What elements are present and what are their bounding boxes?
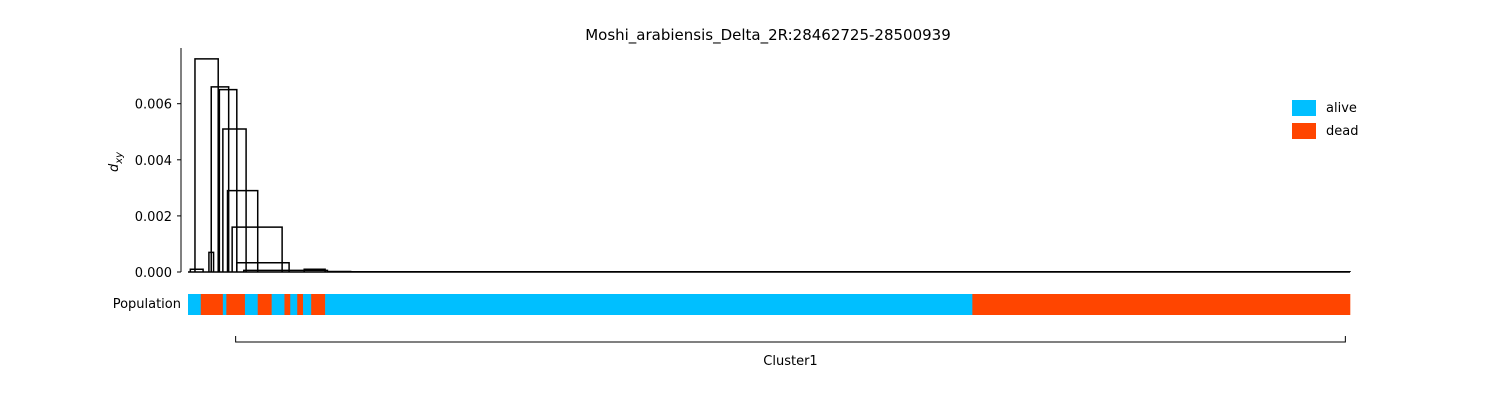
dendrogram-link bbox=[222, 128, 247, 272]
population-segment-alive bbox=[290, 294, 298, 315]
cluster-label: Cluster1 bbox=[763, 354, 817, 369]
population-segment-alive bbox=[325, 294, 973, 315]
population-segment-dead bbox=[311, 294, 326, 315]
y-axis-label: dxy bbox=[107, 151, 125, 172]
population-segment-alive bbox=[244, 294, 259, 315]
population-segment-alive bbox=[188, 294, 202, 315]
population-label: Population bbox=[113, 297, 181, 312]
legend: alive dead bbox=[1292, 100, 1358, 139]
legend-label-alive: alive bbox=[1326, 101, 1357, 116]
population-segment-dead bbox=[284, 294, 291, 315]
dendrogram-plot bbox=[188, 58, 1351, 273]
chart-title: Moshi_arabiensis_Delta_2R:28462725-28500… bbox=[585, 26, 951, 45]
dendrogram-link bbox=[231, 226, 283, 272]
cluster-bracket: Cluster1 bbox=[235, 336, 1346, 369]
dendrogram-link bbox=[236, 261, 290, 272]
y-tick-label: 0.004 bbox=[135, 154, 172, 169]
legend-swatch-dead bbox=[1292, 123, 1316, 139]
population-segment-dead bbox=[257, 294, 272, 315]
legend-swatch-alive bbox=[1292, 100, 1316, 116]
dendrogram-link bbox=[226, 189, 259, 272]
dendrogram-link bbox=[218, 88, 238, 272]
y-axis-label-main: d bbox=[107, 163, 122, 172]
y-tick-label: 0.006 bbox=[135, 98, 172, 113]
dendrogram-link bbox=[303, 268, 326, 272]
population-segment-dead bbox=[226, 294, 246, 315]
cluster-bracket-line bbox=[235, 336, 1346, 343]
population-bar bbox=[188, 294, 1351, 315]
y-tick-label: 0.002 bbox=[135, 210, 172, 225]
dendrogram-link bbox=[210, 86, 230, 272]
dendrogram-link bbox=[189, 268, 204, 272]
population-segment-dead bbox=[200, 294, 224, 315]
dendrogram-link bbox=[194, 58, 219, 272]
y-axis-ticks: 0.000 0.002 0.004 0.006 bbox=[135, 98, 181, 281]
y-tick-label: 0.000 bbox=[135, 266, 172, 281]
population-segment-alive bbox=[271, 294, 285, 315]
population-segment-alive bbox=[303, 294, 312, 315]
legend-label-dead: dead bbox=[1326, 124, 1358, 139]
population-segment-alive bbox=[222, 294, 227, 315]
y-axis-label-subscript: xy bbox=[114, 151, 125, 165]
population-segment-dead bbox=[972, 294, 1351, 315]
population-segment-dead bbox=[297, 294, 304, 315]
